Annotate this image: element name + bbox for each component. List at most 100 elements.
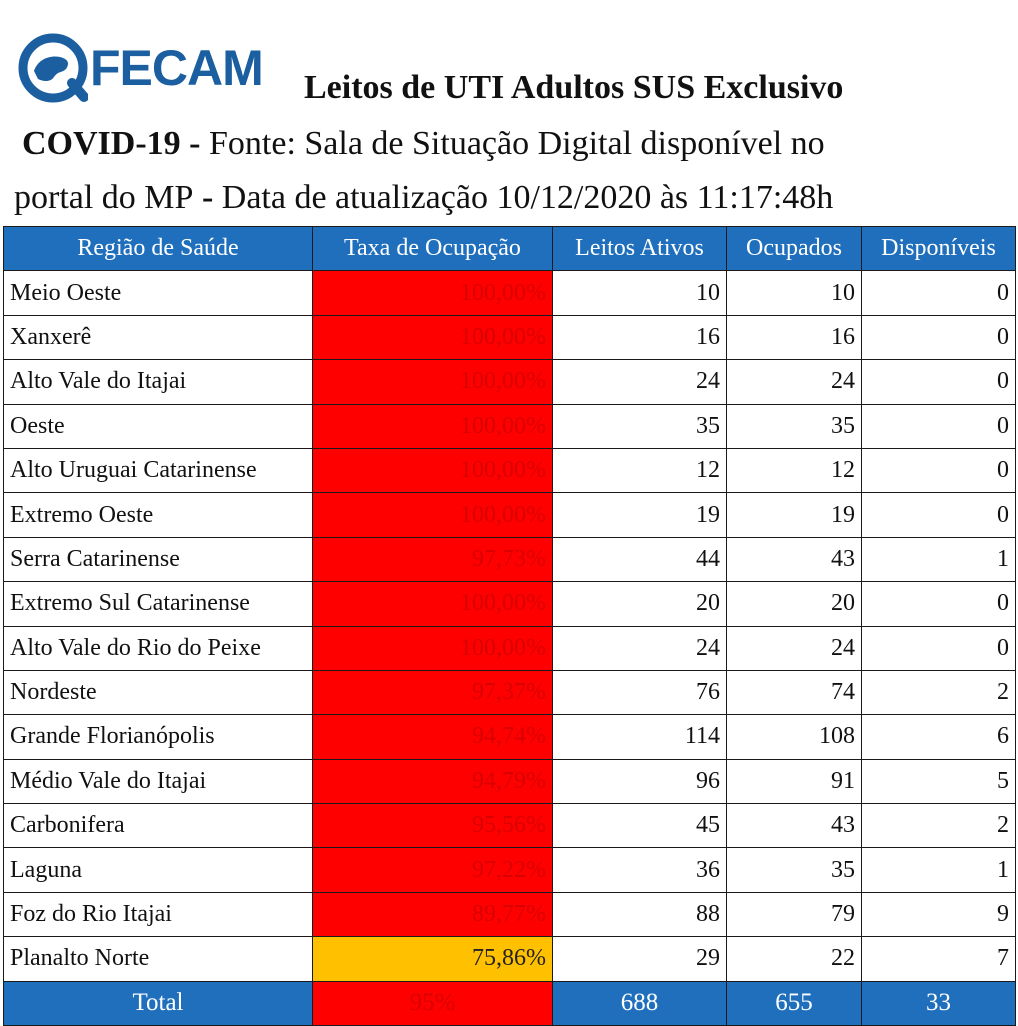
occupied-cell: 24 xyxy=(726,625,862,671)
active-cell: 29 xyxy=(552,936,727,982)
table-row: Alto Vale do Rio do Peixe 100,00% 24 24 0 xyxy=(3,625,1016,671)
region-cell: Extremo Oeste xyxy=(3,492,313,538)
active-cell: 24 xyxy=(552,359,727,405)
total-rate: 95% xyxy=(312,980,553,1026)
separator: - xyxy=(180,125,209,162)
occupied-cell: 35 xyxy=(726,847,862,893)
table-body: Meio Oeste 100,00% 10 10 0 Xanxerê 100,00% 16 16… xyxy=(3,270,1016,982)
icu-occupancy-table: Região de Saúde Taxa de Ocupação Leitos … xyxy=(3,225,1016,1026)
source-text: Fonte: Sala de Situação Digital disponív… xyxy=(209,125,825,162)
rate-cell: 94,74% xyxy=(312,714,553,760)
region-cell: Oeste xyxy=(3,403,313,449)
region-cell: Meio Oeste xyxy=(3,270,313,316)
table-row: Planalto Norte 75,86% 29 22 7 xyxy=(3,936,1016,982)
region-cell: Médio Vale do Itajai xyxy=(3,758,313,805)
active-cell: 114 xyxy=(552,714,727,760)
active-cell: 24 xyxy=(552,625,727,671)
rate-cell: 95,56% xyxy=(312,803,553,849)
covid-label: COVID-19 xyxy=(22,125,181,162)
logo-wordmark: FECAM xyxy=(90,40,264,96)
active-cell: 88 xyxy=(552,891,727,938)
available-cell: 0 xyxy=(861,447,1016,494)
region-cell: Planalto Norte xyxy=(3,936,313,982)
rate-cell: 97,73% xyxy=(312,536,553,583)
occupied-cell: 12 xyxy=(726,447,862,494)
table-row: Meio Oeste 100,00% 10 10 0 xyxy=(3,270,1016,316)
available-cell: 0 xyxy=(861,492,1016,538)
occupied-cell: 35 xyxy=(726,403,862,449)
occupied-cell: 74 xyxy=(726,669,862,716)
occupied-cell: 10 xyxy=(726,270,862,316)
available-cell: 7 xyxy=(861,936,1016,982)
total-available: 33 xyxy=(861,980,1016,1026)
occupied-cell: 108 xyxy=(726,714,862,760)
report-title: Leitos de UTI Adultos SUS Exclusivo xyxy=(304,69,844,106)
rate-cell: 94,79% xyxy=(312,758,553,805)
region-cell: Extremo Sul Catarinense xyxy=(3,581,313,627)
table-row: Extremo Oeste 100,00% 19 19 0 xyxy=(3,492,1016,538)
region-cell: Serra Catarinense xyxy=(3,536,313,583)
rate-cell: 100,00% xyxy=(312,625,553,671)
region-cell: Xanxerê xyxy=(3,314,313,361)
active-cell: 19 xyxy=(552,492,727,538)
rate-cell: 100,00% xyxy=(312,492,553,538)
column-header-region: Região de Saúde xyxy=(3,225,313,272)
region-cell: Alto Vale do Rio do Peixe xyxy=(3,625,313,671)
region-cell: Alto Uruguai Catarinense xyxy=(3,447,313,494)
column-header-rate: Taxa de Ocupação xyxy=(312,225,553,272)
update-date: Data de atualização 10/12/2020 às 11:17:… xyxy=(221,179,834,216)
table-row: Foz do Rio Itajai 89,77% 88 79 9 xyxy=(3,891,1016,938)
available-cell: 9 xyxy=(861,891,1016,938)
rate-cell: 75,86% xyxy=(312,936,553,982)
column-header-occupied: Ocupados xyxy=(726,225,862,272)
region-cell: Alto Vale do Itajai xyxy=(3,359,313,405)
total-row: Total 95% 688 655 33 xyxy=(3,980,1016,1026)
rate-cell: 100,00% xyxy=(312,403,553,449)
rate-cell: 100,00% xyxy=(312,581,553,627)
report-header: FECAM Leitos de UTI Adultos SUS Exclusiv… xyxy=(0,0,1018,226)
available-cell: 0 xyxy=(861,625,1016,671)
table-header-row: Região de Saúde Taxa de Ocupação Leitos … xyxy=(3,225,1016,272)
occupied-cell: 20 xyxy=(726,581,862,627)
table-row: Carbonifera 95,56% 45 43 2 xyxy=(3,803,1016,849)
active-cell: 16 xyxy=(552,314,727,361)
separator: - xyxy=(193,179,222,216)
active-cell: 35 xyxy=(552,403,727,449)
available-cell: 6 xyxy=(861,714,1016,760)
table-row: Médio Vale do Itajai 94,79% 96 91 5 xyxy=(3,758,1016,805)
occupied-cell: 19 xyxy=(726,492,862,538)
active-cell: 12 xyxy=(552,447,727,494)
available-cell: 0 xyxy=(861,581,1016,627)
rate-cell: 97,37% xyxy=(312,669,553,716)
fecam-logo-icon xyxy=(18,33,88,103)
region-cell: Grande Florianópolis xyxy=(3,714,313,760)
region-cell: Carbonifera xyxy=(3,803,313,849)
active-cell: 10 xyxy=(552,270,727,316)
report-source-line: COVID-19 - Fonte: Sala de Situação Digit… xyxy=(22,124,825,164)
available-cell: 2 xyxy=(861,669,1016,716)
table-row: Xanxerê 100,00% 16 16 0 xyxy=(3,314,1016,361)
available-cell: 1 xyxy=(861,847,1016,893)
table-row: Grande Florianópolis 94,74% 114 108 6 xyxy=(3,714,1016,760)
rate-cell: 97,22% xyxy=(312,847,553,893)
occupied-cell: 43 xyxy=(726,803,862,849)
active-cell: 76 xyxy=(552,669,727,716)
occupied-cell: 22 xyxy=(726,936,862,982)
active-cell: 20 xyxy=(552,581,727,627)
rate-cell: 100,00% xyxy=(312,314,553,361)
rate-cell: 89,77% xyxy=(312,891,553,938)
active-cell: 96 xyxy=(552,758,727,805)
table-row: Alto Uruguai Catarinense 100,00% 12 12 0 xyxy=(3,447,1016,494)
active-cell: 45 xyxy=(552,803,727,849)
available-cell: 0 xyxy=(861,403,1016,449)
portal-text: portal do MP xyxy=(14,179,194,216)
available-cell: 2 xyxy=(861,803,1016,849)
region-cell: Laguna xyxy=(3,847,313,893)
column-header-active: Leitos Ativos xyxy=(552,225,727,272)
total-active: 688 xyxy=(552,980,727,1026)
occupied-cell: 16 xyxy=(726,314,862,361)
available-cell: 0 xyxy=(861,314,1016,361)
table-row: Serra Catarinense 97,73% 44 43 1 xyxy=(3,536,1016,583)
table-row: Extremo Sul Catarinense 100,00% 20 20 0 xyxy=(3,581,1016,627)
occupied-cell: 43 xyxy=(726,536,862,583)
